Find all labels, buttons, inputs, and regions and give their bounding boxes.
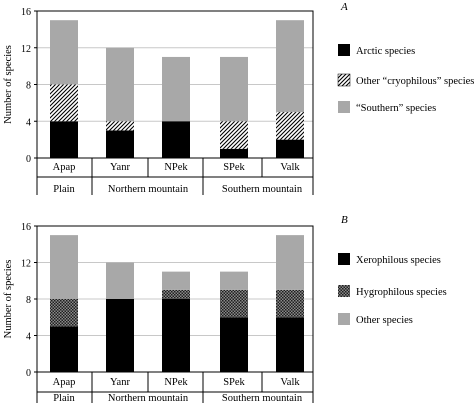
y-axis-label: Number of species bbox=[3, 45, 14, 124]
bar-valk-series-3 bbox=[276, 235, 304, 290]
legend-swatch bbox=[338, 313, 350, 325]
bar-valk-series-1 bbox=[276, 317, 304, 372]
bar-npek-series-1 bbox=[162, 299, 190, 372]
y-axis-label: Number of species bbox=[3, 260, 14, 339]
y-tick-label: 0 bbox=[26, 154, 31, 165]
panel-label: B bbox=[341, 214, 348, 226]
bar-spek-series-2 bbox=[220, 121, 248, 149]
y-tick-label: 8 bbox=[26, 81, 31, 92]
bar-apap-series-2 bbox=[50, 84, 78, 122]
y-tick-label: 8 bbox=[26, 295, 31, 306]
bar-valk-series-1 bbox=[276, 139, 304, 158]
group-label: Plain bbox=[53, 184, 75, 195]
category-label-spek: SPek bbox=[223, 377, 245, 388]
bar-apap-series-1 bbox=[50, 326, 78, 372]
legend-label: “Southern” species bbox=[356, 103, 436, 114]
category-label-npek: NPek bbox=[164, 162, 188, 173]
bar-yanr-series-3 bbox=[106, 262, 134, 299]
group-label: Southern mountain bbox=[222, 393, 303, 403]
category-label-yanr: Yanr bbox=[110, 377, 130, 388]
legend-label: Other species bbox=[356, 315, 413, 326]
legend-label: Hygrophilous species bbox=[356, 287, 447, 298]
group-label: Northern mountain bbox=[108, 184, 189, 195]
y-tick-label: 12 bbox=[21, 44, 31, 55]
legend-swatch bbox=[337, 73, 351, 87]
group-label: Plain bbox=[53, 393, 75, 403]
bar-npek-series-3 bbox=[162, 56, 190, 122]
legend-swatch bbox=[338, 101, 350, 113]
y-tick-label: 16 bbox=[21, 7, 31, 18]
bar-valk-series-2 bbox=[276, 112, 304, 140]
bar-npek-series-2 bbox=[162, 289, 190, 299]
chart-panel-a: 0 4 8 12 16 Number of species Apap Yanr NPek SPek… bbox=[3, 1, 474, 195]
category-label-npek: NPek bbox=[164, 377, 188, 388]
y-tick-label: 4 bbox=[26, 332, 31, 343]
bar-spek-series-2 bbox=[220, 289, 248, 318]
chart-panel-b: 0 4 8 12 16 Number of species Apap Yanr NPek SPek… bbox=[3, 214, 447, 403]
bar-npek-series-1 bbox=[162, 121, 190, 158]
category-label-valk: Valk bbox=[280, 162, 300, 173]
bar-spek-series-1 bbox=[220, 148, 248, 158]
category-label-apap: Apap bbox=[53, 162, 76, 173]
category-label-spek: SPek bbox=[223, 162, 245, 173]
bar-yanr-series-1 bbox=[106, 299, 134, 372]
legend-swatch bbox=[338, 44, 350, 56]
bar-apap-series-2 bbox=[50, 299, 78, 327]
legend-label: Xerophilous species bbox=[356, 255, 441, 266]
y-tick-label: 12 bbox=[21, 259, 31, 270]
category-label-valk: Valk bbox=[280, 377, 300, 388]
panel-label: A bbox=[340, 1, 348, 13]
bar-spek-series-3 bbox=[220, 271, 248, 290]
group-label: Southern mountain bbox=[222, 184, 303, 195]
bar-spek-series-1 bbox=[220, 317, 248, 372]
bar-npek-series-3 bbox=[162, 271, 190, 290]
bar-apap-series-1 bbox=[50, 121, 78, 158]
y-tick-label: 0 bbox=[26, 368, 31, 379]
category-label-apap: Apap bbox=[53, 377, 76, 388]
legend-label: Other “cryophilous” species bbox=[356, 76, 474, 87]
bar-yanr-series-1 bbox=[106, 130, 134, 158]
bar-yanr-series-3 bbox=[106, 47, 134, 122]
legend-label: Arctic species bbox=[356, 46, 415, 57]
bar-valk-series-3 bbox=[276, 20, 304, 113]
bar-yanr-series-2 bbox=[106, 121, 134, 131]
category-label-yanr: Yanr bbox=[110, 162, 130, 173]
bar-spek-series-3 bbox=[220, 56, 248, 122]
bar-apap-series-3 bbox=[50, 235, 78, 299]
y-tick-label: 16 bbox=[21, 222, 31, 233]
legend-swatch bbox=[338, 285, 350, 297]
bar-valk-series-2 bbox=[276, 289, 304, 318]
group-label: Northern mountain bbox=[108, 393, 189, 403]
bar-apap-series-3 bbox=[50, 20, 78, 85]
legend-swatch bbox=[338, 253, 350, 265]
y-tick-label: 4 bbox=[26, 117, 31, 128]
